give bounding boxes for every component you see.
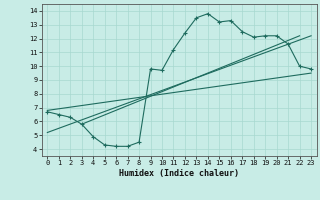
X-axis label: Humidex (Indice chaleur): Humidex (Indice chaleur)	[119, 169, 239, 178]
